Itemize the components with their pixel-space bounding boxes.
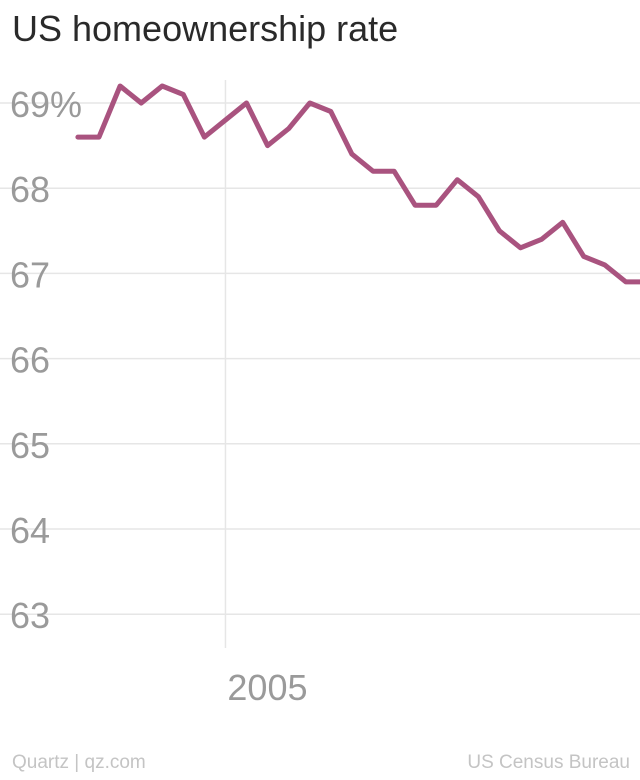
grid-lines <box>0 80 640 648</box>
y-tick-label: 63 <box>10 595 50 636</box>
y-tick-label: 66 <box>10 340 50 381</box>
y-tick-label: 68 <box>10 169 50 210</box>
y-tick-label: 69% <box>10 84 82 125</box>
y-tick-label: 64 <box>10 510 50 551</box>
y-tick-label: 65 <box>10 425 50 466</box>
series-line <box>75 83 640 285</box>
y-axis-ticks: 69% 68 67 66 65 64 63 <box>10 84 82 636</box>
x-axis-ticks: 200520102015 <box>227 667 307 708</box>
credit-text: Quartz | qz.com <box>12 752 146 773</box>
y-tick-label: 67 <box>10 254 50 295</box>
series-group <box>75 83 640 285</box>
chart-title: US homeownership rate <box>12 8 399 49</box>
source-text: US Census Bureau <box>467 752 630 773</box>
x-tick-label: 2005 <box>227 667 307 708</box>
